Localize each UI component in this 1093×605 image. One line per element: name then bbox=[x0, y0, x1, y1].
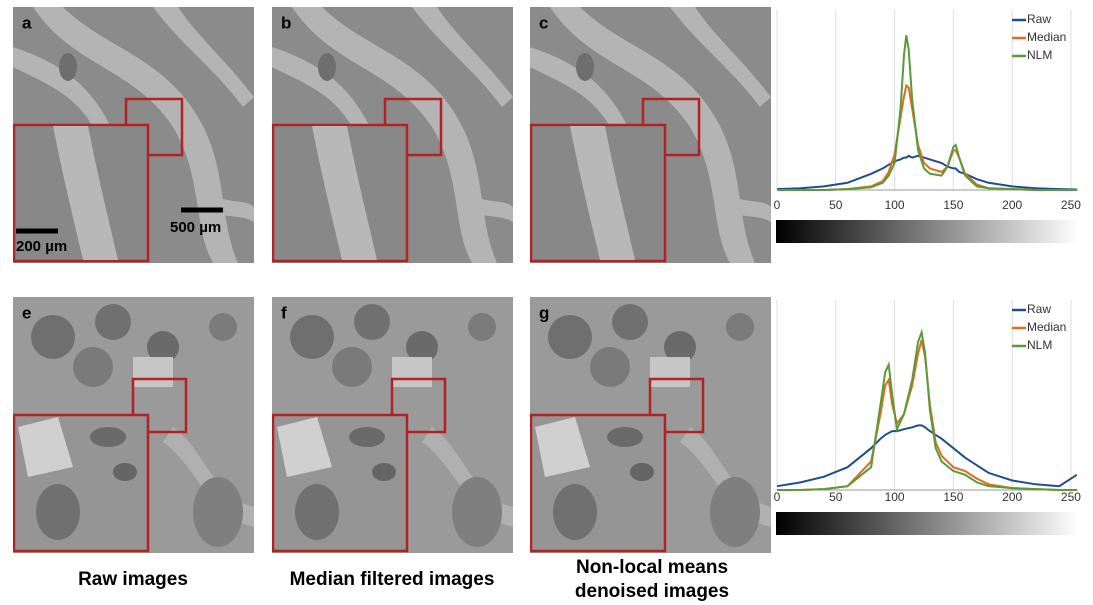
x-tick-label: 50 bbox=[829, 198, 843, 212]
x-tick-label: 0 bbox=[774, 490, 781, 504]
panel-label: b bbox=[281, 13, 291, 32]
legend-label: NLM bbox=[1027, 48, 1052, 62]
nlm-image bbox=[530, 7, 771, 263]
legend-label: Raw bbox=[1027, 12, 1051, 26]
x-tick-label: 150 bbox=[943, 198, 963, 212]
figure: a b c d e f g h 200 µm 500 µm Raw images… bbox=[0, 0, 1093, 605]
x-tick-label: 200 bbox=[1002, 490, 1022, 504]
image-panels bbox=[13, 7, 771, 553]
caption: Non-local means bbox=[576, 557, 728, 578]
median-image bbox=[272, 7, 513, 263]
x-tick-label: 100 bbox=[885, 198, 905, 212]
panel-label: a bbox=[22, 13, 32, 32]
gray-scale-bar bbox=[776, 512, 1079, 535]
caption: Raw images bbox=[78, 569, 188, 590]
raw-image bbox=[13, 297, 254, 553]
legend-label: Median bbox=[1027, 30, 1066, 44]
x-tick-label: 250 bbox=[1061, 490, 1081, 504]
legend-label: Median bbox=[1027, 320, 1066, 334]
nlm-image bbox=[530, 297, 771, 553]
panel-label: f bbox=[281, 303, 287, 322]
legend-label: Raw bbox=[1027, 302, 1051, 316]
scale-label: 200 µm bbox=[16, 238, 67, 255]
panel-label: c bbox=[539, 13, 548, 32]
legend-label: NLM bbox=[1027, 338, 1052, 352]
median-image bbox=[272, 297, 513, 553]
panel-label: e bbox=[22, 303, 31, 322]
caption: Median filtered images bbox=[290, 569, 495, 590]
gray-scale-bar bbox=[776, 220, 1079, 243]
x-tick-label: 0 bbox=[774, 198, 781, 212]
x-tick-label: 250 bbox=[1061, 198, 1081, 212]
panel-label: g bbox=[539, 303, 549, 322]
scale-label: 500 µm bbox=[170, 219, 221, 236]
x-tick-label: 150 bbox=[943, 490, 963, 504]
caption: denoised images bbox=[575, 581, 729, 602]
x-tick-label: 200 bbox=[1002, 198, 1022, 212]
x-tick-label: 100 bbox=[885, 490, 905, 504]
x-tick-label: 50 bbox=[829, 490, 843, 504]
